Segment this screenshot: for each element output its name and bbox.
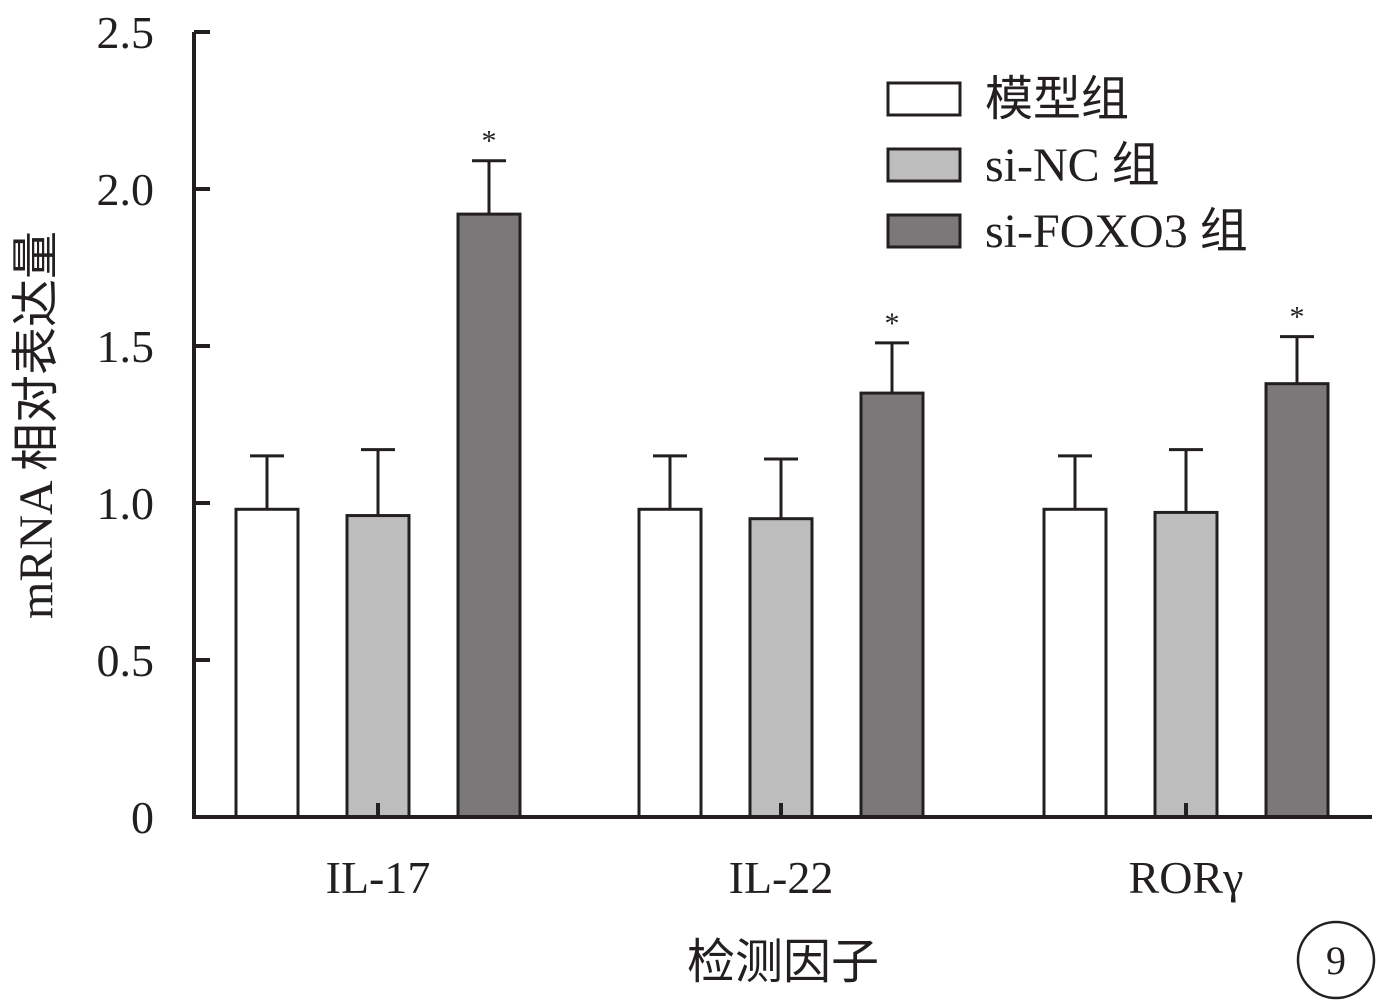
- legend-label: si-NC 组: [985, 139, 1160, 192]
- legend: 模型组 si-NC 组 si-FOXO3 组: [886, 73, 1248, 258]
- bar: [1042, 507, 1108, 819]
- x-labels-layer: IL-17 IL-22 RORγ: [326, 803, 1244, 903]
- legend-swatch: [886, 147, 962, 183]
- bar: [1153, 510, 1219, 819]
- panel-badge-label: 9: [1326, 938, 1346, 983]
- y-axis-title: mRNA 相对表达量: [10, 231, 63, 619]
- x-tick-label: RORγ: [1129, 852, 1244, 903]
- y-ticks-layer: 0 0.5 1.0 1.5 2.0 2.5: [97, 7, 210, 843]
- significance-mark: *: [482, 125, 497, 158]
- significance-mark: *: [1290, 301, 1305, 334]
- bar: [859, 391, 925, 819]
- y-tick-label: 0.5: [97, 635, 155, 686]
- panel-badge-circle: [1296, 920, 1376, 1000]
- x-tick-label: IL-17: [326, 852, 431, 903]
- bar: [1264, 382, 1330, 819]
- legend-swatch: [886, 81, 962, 117]
- y-tick-label: 2.0: [97, 164, 155, 215]
- x-axis-title: 检测因子: [687, 936, 879, 989]
- bar: [637, 507, 703, 819]
- y-tick-label: 1.0: [97, 478, 155, 529]
- legend-label: 模型组: [985, 73, 1129, 126]
- bar: [456, 212, 522, 819]
- legend-swatch: [886, 213, 962, 249]
- panel-badge: 9: [1296, 920, 1376, 1000]
- legend-label: si-FOXO3 组: [985, 205, 1248, 258]
- y-tick-label: 2.5: [97, 7, 155, 58]
- error-bars-layer: * * *: [250, 125, 1314, 519]
- x-tick-label: IL-22: [729, 852, 834, 903]
- bar: [748, 517, 814, 819]
- y-tick-label: 1.5: [97, 321, 155, 372]
- y-tick-label: 0: [131, 792, 154, 843]
- significance-mark: *: [885, 307, 900, 340]
- bar: [234, 507, 300, 819]
- bar: [345, 514, 411, 819]
